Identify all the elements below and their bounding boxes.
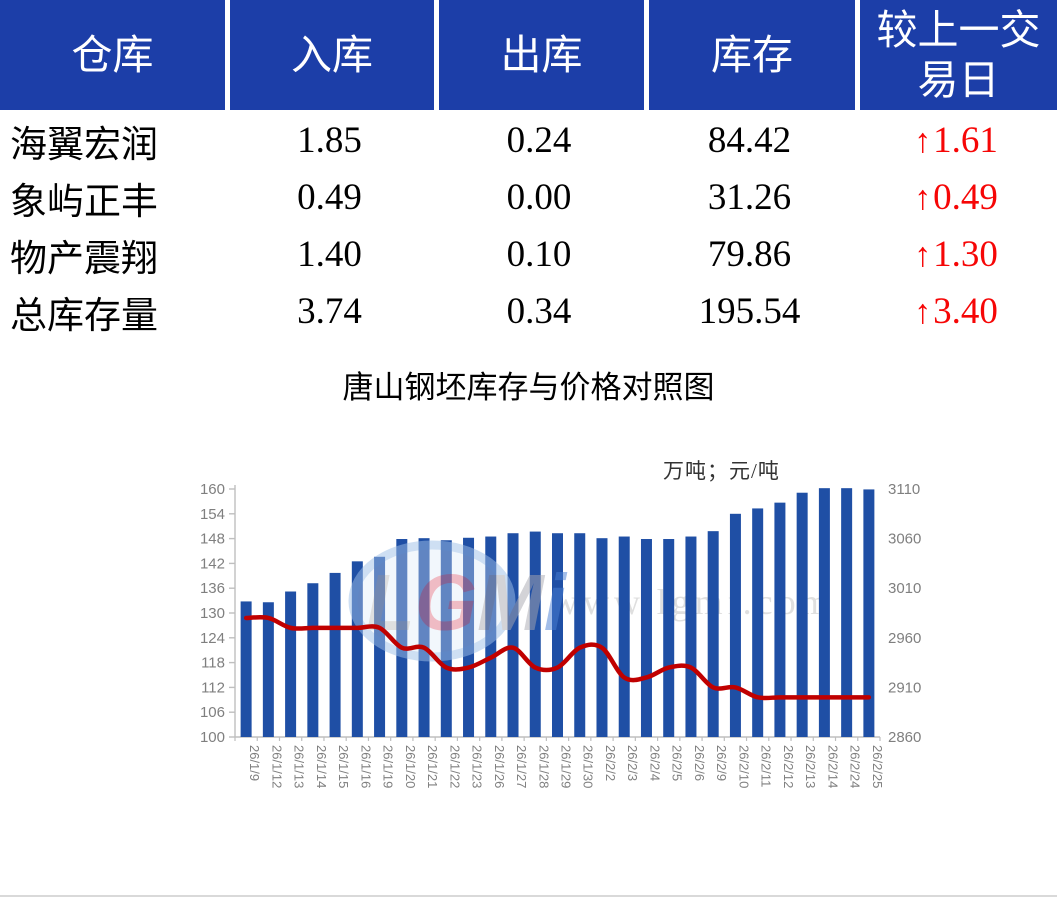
svg-text:160: 160 xyxy=(200,481,225,498)
svg-text:26/1/21: 26/1/21 xyxy=(425,745,440,788)
svg-text:154: 154 xyxy=(200,506,225,523)
svg-text:136: 136 xyxy=(200,580,225,597)
stock-value: 84.42 xyxy=(707,120,792,161)
svg-text:26/2/24: 26/2/24 xyxy=(848,745,863,788)
svg-text:26/2/3: 26/2/3 xyxy=(625,745,640,781)
outbound-value: 0.00 xyxy=(506,177,572,218)
svg-text:26/1/13: 26/1/13 xyxy=(292,745,307,788)
table-header-row: 仓库 入库 出库 库存 较上一交易日 xyxy=(0,0,1057,110)
svg-text:130: 130 xyxy=(200,605,225,622)
svg-text:142: 142 xyxy=(200,555,225,572)
svg-text:26/1/12: 26/1/12 xyxy=(269,745,284,788)
svg-text:2860: 2860 xyxy=(888,729,921,746)
up-arrow-icon: ↑ xyxy=(914,237,932,274)
outbound-value: 0.24 xyxy=(506,120,572,161)
svg-text:26/1/14: 26/1/14 xyxy=(314,745,329,788)
svg-text:26/2/13: 26/2/13 xyxy=(803,745,818,788)
change-value: ↑3.40 xyxy=(855,290,1057,333)
svg-text:112: 112 xyxy=(201,679,225,696)
up-arrow-icon: ↑ xyxy=(914,294,932,331)
svg-text:118: 118 xyxy=(201,655,225,672)
up-arrow-icon: ↑ xyxy=(914,123,932,160)
outbound-value: 0.10 xyxy=(506,234,572,275)
svg-text:100: 100 xyxy=(200,729,225,746)
warehouse-name: 物产震翔 xyxy=(10,238,158,280)
change-value: ↑1.61 xyxy=(855,119,1057,162)
svg-text:26/2/14: 26/2/14 xyxy=(825,745,840,788)
stock-value: 79.86 xyxy=(707,234,792,275)
svg-text:148: 148 xyxy=(200,531,225,548)
svg-text:26/2/2: 26/2/2 xyxy=(603,745,618,781)
svg-text:26/1/9: 26/1/9 xyxy=(247,745,262,781)
outbound-value: 0.34 xyxy=(506,291,572,332)
chart-title: 唐山钢坯库存与价格对照图 xyxy=(342,370,715,405)
stock-value: 31.26 xyxy=(707,177,792,218)
svg-text:26/2/12: 26/2/12 xyxy=(781,745,796,788)
header-cell-inbound: 入库 xyxy=(230,0,434,110)
table-row: 物产震翔 1.40 0.10 79.86 ↑1.30 xyxy=(0,226,1057,283)
svg-text:26/1/26: 26/1/26 xyxy=(492,745,507,788)
svg-text:26/2/9: 26/2/9 xyxy=(714,745,729,781)
svg-text:3060: 3060 xyxy=(888,531,921,548)
warehouse-name: 总库存量 xyxy=(10,295,158,337)
change-number: 1.61 xyxy=(933,120,998,161)
svg-text:26/1/15: 26/1/15 xyxy=(336,745,351,788)
svg-text:26/2/10: 26/2/10 xyxy=(736,745,751,788)
inbound-value: 0.49 xyxy=(297,177,362,218)
svg-text:26/2/11: 26/2/11 xyxy=(759,745,774,787)
svg-text:LGMi: LGMi xyxy=(366,558,568,647)
change-value: ↑0.49 xyxy=(855,176,1057,219)
svg-text:26/1/22: 26/1/22 xyxy=(447,745,462,788)
svg-text:26/2/4: 26/2/4 xyxy=(647,745,662,781)
table-row-total: 总库存量 3.74 0.34 195.54 ↑3.40 xyxy=(0,283,1057,340)
inbound-value: 1.40 xyxy=(297,234,362,275)
warehouse-name: 象屿正丰 xyxy=(10,181,158,223)
svg-text:26/2/25: 26/2/25 xyxy=(870,745,885,788)
svg-text:26/1/20: 26/1/20 xyxy=(403,745,418,788)
svg-text:3110: 3110 xyxy=(888,481,920,498)
svg-text:26/1/19: 26/1/19 xyxy=(381,745,396,788)
up-arrow-icon: ↑ xyxy=(914,180,932,217)
change-number: 0.49 xyxy=(933,177,998,218)
svg-text:26/2/6: 26/2/6 xyxy=(692,745,707,781)
axis-unit-label: 万吨；元/吨 xyxy=(663,459,780,483)
header-cell-change: 较上一交易日 xyxy=(860,0,1057,110)
svg-text:124: 124 xyxy=(200,630,225,647)
svg-text:26/1/30: 26/1/30 xyxy=(581,745,596,788)
table-row: 海翼宏润 1.85 0.24 84.42 ↑1.61 xyxy=(0,112,1057,169)
svg-text:26/1/28: 26/1/28 xyxy=(536,745,551,788)
header-cell-stock: 库存 xyxy=(649,0,855,110)
svg-text:26/1/23: 26/1/23 xyxy=(470,745,485,788)
inbound-value: 1.85 xyxy=(297,120,362,161)
svg-text:26/1/27: 26/1/27 xyxy=(514,745,529,788)
svg-text:3010: 3010 xyxy=(888,580,921,597)
table-row: 象屿正丰 0.49 0.00 31.26 ↑0.49 xyxy=(0,169,1057,226)
svg-text:26/2/5: 26/2/5 xyxy=(670,745,685,781)
svg-text:26/1/16: 26/1/16 xyxy=(358,745,373,788)
warehouse-name: 海翼宏润 xyxy=(10,124,158,166)
svg-text:106: 106 xyxy=(200,704,225,721)
svg-text:2910: 2910 xyxy=(888,679,921,696)
change-number: 1.30 xyxy=(933,234,998,275)
stock-value: 195.54 xyxy=(698,291,801,332)
change-number: 3.40 xyxy=(933,291,998,332)
svg-text:2960: 2960 xyxy=(888,630,921,647)
inbound-value: 3.74 xyxy=(297,291,362,332)
change-value: ↑1.30 xyxy=(855,233,1057,276)
header-cell-outbound: 出库 xyxy=(439,0,644,110)
svg-text:26/1/29: 26/1/29 xyxy=(559,745,574,788)
header-cell-warehouse: 仓库 xyxy=(0,0,225,110)
inventory-table-body: 海翼宏润 1.85 0.24 84.42 ↑1.61 象屿正丰 0.49 0.0… xyxy=(0,112,1057,340)
